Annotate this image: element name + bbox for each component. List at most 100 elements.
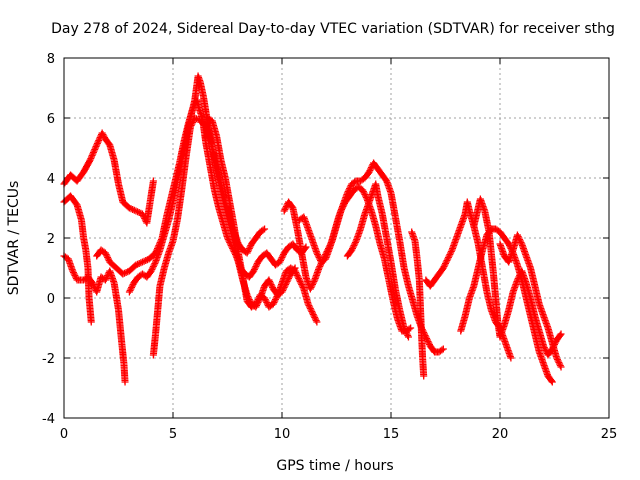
- data-point: [245, 246, 253, 254]
- data-point: [132, 207, 140, 215]
- data-point: [253, 299, 261, 306]
- data-point: [276, 258, 284, 266]
- data-point: [125, 204, 133, 212]
- data-point: [425, 339, 433, 347]
- data-point: [273, 293, 281, 300]
- data-point: [553, 354, 561, 362]
- data-point: [313, 318, 321, 326]
- data-point: [446, 251, 454, 258]
- data-point: [149, 263, 157, 270]
- data-point: [95, 137, 103, 144]
- data-point: [93, 141, 101, 149]
- data-point: [296, 278, 304, 285]
- data-point: [280, 207, 288, 215]
- data-point: [548, 378, 556, 386]
- data-point: [92, 143, 100, 150]
- data-point: [505, 240, 513, 248]
- data-point: [311, 315, 319, 323]
- data-point: [400, 324, 408, 332]
- data-point: [309, 309, 317, 317]
- data-point: [86, 156, 94, 164]
- series-arc-1: [60, 129, 157, 227]
- data-point: [439, 345, 447, 353]
- data-point: [349, 243, 357, 251]
- data-point: [420, 372, 428, 380]
- series-arc-14: [470, 195, 565, 359]
- data-point: [151, 260, 159, 267]
- data-point: [128, 282, 136, 290]
- data-point: [299, 284, 307, 291]
- data-point: [304, 300, 312, 308]
- data-point: [438, 346, 446, 354]
- x-tick-label: 15: [383, 427, 400, 442]
- y-tick-label: -4: [42, 412, 55, 427]
- series-arc-7: [202, 114, 321, 326]
- data-point: [310, 278, 318, 285]
- data-point: [251, 264, 259, 272]
- series-arc-9: [295, 159, 447, 356]
- data-point: [366, 167, 374, 174]
- data-point: [89, 150, 97, 158]
- data-point: [292, 269, 300, 276]
- data-point: [142, 257, 150, 264]
- x-tick-label: 5: [169, 427, 177, 442]
- data-point: [404, 332, 412, 339]
- data-point: [556, 360, 564, 368]
- data-point: [270, 299, 278, 306]
- data-point: [540, 342, 548, 350]
- data-point: [556, 362, 564, 369]
- data-point: [306, 285, 314, 293]
- data-point: [514, 233, 522, 240]
- data-point: [137, 259, 145, 267]
- data-point: [102, 251, 110, 258]
- data-point: [555, 359, 563, 366]
- data-point: [293, 270, 301, 278]
- data-point: [404, 333, 412, 341]
- data-point: [513, 231, 521, 239]
- data-point: [361, 191, 369, 198]
- data-point: [122, 269, 130, 276]
- data-points: [60, 72, 565, 386]
- data-point: [309, 281, 317, 288]
- data-point: [554, 357, 562, 365]
- y-tick-label: 2: [47, 232, 55, 247]
- data-point: [402, 327, 410, 335]
- data-point: [540, 344, 548, 351]
- data-point: [424, 338, 432, 345]
- data-point: [305, 302, 313, 309]
- data-point: [442, 258, 450, 266]
- data-point: [447, 248, 455, 255]
- data-point: [547, 377, 555, 385]
- data-point: [294, 273, 302, 281]
- data-point: [101, 276, 109, 284]
- series-arc-15: [496, 231, 565, 371]
- data-point: [102, 275, 110, 282]
- data-point: [315, 264, 323, 272]
- data-point: [192, 115, 200, 123]
- data-point: [69, 267, 77, 275]
- data-point: [444, 255, 452, 263]
- data-point: [253, 297, 261, 305]
- data-point: [444, 254, 452, 261]
- data-point: [104, 254, 112, 261]
- data-point: [91, 146, 99, 153]
- data-point: [127, 285, 135, 293]
- data-point: [271, 296, 279, 303]
- chart-title: Day 278 of 2024, Sidereal Day-to-day VTE…: [51, 21, 615, 37]
- data-point: [440, 263, 448, 270]
- data-point: [252, 263, 260, 270]
- data-point: [310, 312, 318, 320]
- data-point: [252, 300, 260, 308]
- tick-labels: 0 5 10 15 20 25 -4 -2 0 2 4 6 8: [42, 52, 617, 442]
- data-point: [268, 282, 276, 290]
- x-tick-label: 10: [274, 427, 291, 442]
- data-point: [345, 186, 353, 194]
- data-point: [187, 122, 195, 129]
- data-point: [150, 261, 158, 269]
- data-point: [441, 261, 449, 269]
- data-point: [407, 324, 415, 332]
- data-point: [244, 248, 252, 255]
- data-point: [277, 257, 285, 264]
- data-point: [267, 281, 275, 288]
